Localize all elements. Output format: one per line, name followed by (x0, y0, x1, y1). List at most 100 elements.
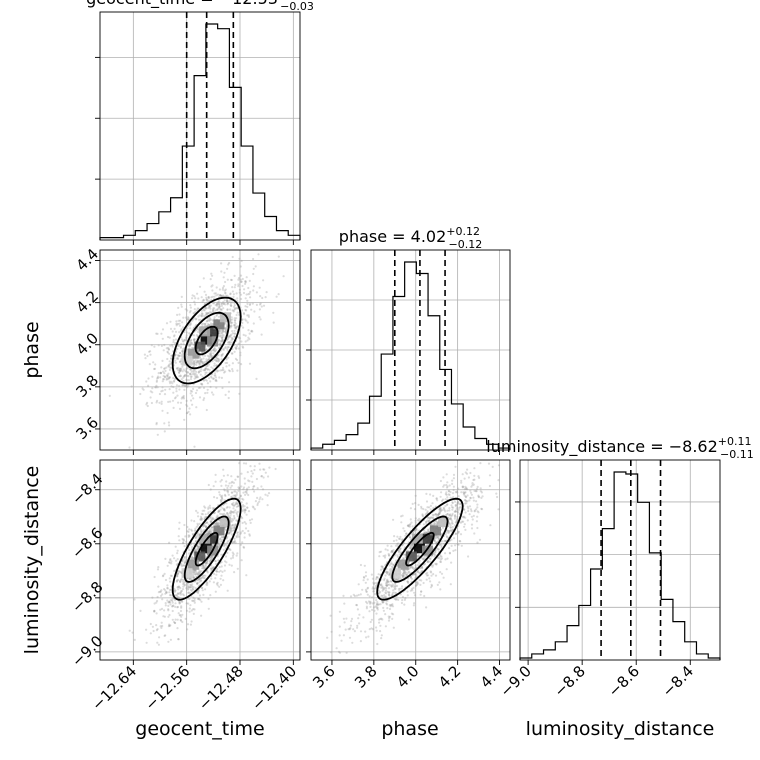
sample-point (403, 569, 406, 572)
sample-point (428, 517, 432, 520)
sample-point (227, 341, 230, 344)
sample-point (451, 525, 454, 529)
sample-point (348, 636, 352, 639)
sample-point (161, 328, 165, 331)
sample-point (254, 500, 257, 503)
sample-point (174, 359, 177, 362)
sample-point (186, 371, 189, 374)
panel-frame (310, 249, 511, 451)
sample-point (434, 562, 437, 566)
sample-point (366, 593, 369, 596)
sample-point (388, 617, 391, 620)
sample-point (379, 590, 382, 594)
sample-point (237, 342, 240, 345)
sample-point (233, 517, 236, 520)
sample-point (214, 359, 217, 362)
sample-point (230, 557, 233, 560)
sample-point (445, 491, 448, 494)
sample-point (410, 577, 414, 580)
sample-point (203, 567, 206, 570)
sample-point (461, 515, 464, 518)
sample-point (251, 480, 254, 483)
sample-point (454, 532, 457, 536)
sample-point (253, 508, 256, 511)
sample-point (205, 320, 208, 323)
sample-point (187, 344, 190, 347)
sample-point (235, 513, 239, 516)
sample-point (201, 513, 204, 516)
sample-point (154, 363, 157, 366)
sample-point (228, 335, 232, 338)
sample-point (429, 557, 432, 561)
sample-point (220, 484, 223, 487)
sample-point (195, 406, 198, 409)
sample-point (420, 590, 423, 593)
sample-point (183, 584, 186, 587)
sample-point (197, 578, 201, 581)
sample-point (195, 525, 198, 529)
sample-point (210, 577, 213, 580)
sample-point (405, 532, 408, 535)
sample-point (200, 579, 203, 582)
sample-point (163, 367, 166, 370)
sample-point (402, 557, 405, 560)
sample-point (167, 364, 170, 367)
sample-point (225, 365, 228, 368)
sample-point (183, 561, 187, 564)
sample-point (183, 583, 186, 586)
sample-point (365, 600, 368, 604)
sample-point (200, 586, 203, 590)
sample-point (211, 556, 214, 559)
sample-point (174, 589, 177, 592)
sample-point (397, 598, 400, 602)
sample-point (239, 351, 242, 354)
sample-point (168, 424, 171, 427)
sample-point (170, 354, 173, 357)
sample-point (237, 336, 240, 339)
sample-point (163, 376, 166, 379)
sample-point (192, 576, 196, 579)
sample-point (167, 604, 170, 608)
sample-point (236, 510, 239, 513)
sample-point (214, 522, 217, 526)
sample-point (206, 364, 209, 368)
sample-point (387, 587, 391, 590)
sample-point (205, 521, 208, 524)
sample-point (488, 484, 491, 488)
sample-point (222, 294, 225, 297)
sample-point (199, 359, 202, 362)
sample-point (266, 494, 269, 497)
sample-point (452, 496, 455, 499)
sample-point (181, 588, 185, 591)
sample-point (194, 539, 198, 543)
sample-point (239, 293, 243, 296)
sample-point (208, 300, 211, 303)
sample-point (200, 315, 203, 318)
sample-point (212, 581, 215, 584)
sample-point (191, 297, 194, 300)
sample-point (213, 295, 216, 298)
sample-point (217, 559, 220, 562)
sample-point (220, 304, 223, 307)
sample-point (364, 574, 367, 578)
sample-point (219, 342, 222, 345)
sample-point (243, 536, 246, 539)
sample-point (445, 503, 449, 506)
y-tick-label: −8.4 (68, 470, 106, 508)
sample-point (451, 501, 454, 505)
sample-point (217, 353, 220, 356)
sample-point (221, 329, 225, 332)
sample-point (226, 338, 229, 341)
sample-point (180, 367, 183, 370)
sample-point (151, 387, 154, 390)
sample-point (243, 521, 246, 524)
sample-point (207, 531, 211, 534)
sample-point (194, 372, 197, 375)
sample-point (205, 526, 208, 529)
sample-point (363, 564, 366, 567)
sample-point (195, 535, 198, 538)
sample-point (245, 293, 248, 296)
sample-point (250, 475, 253, 478)
sample-point (258, 462, 261, 465)
